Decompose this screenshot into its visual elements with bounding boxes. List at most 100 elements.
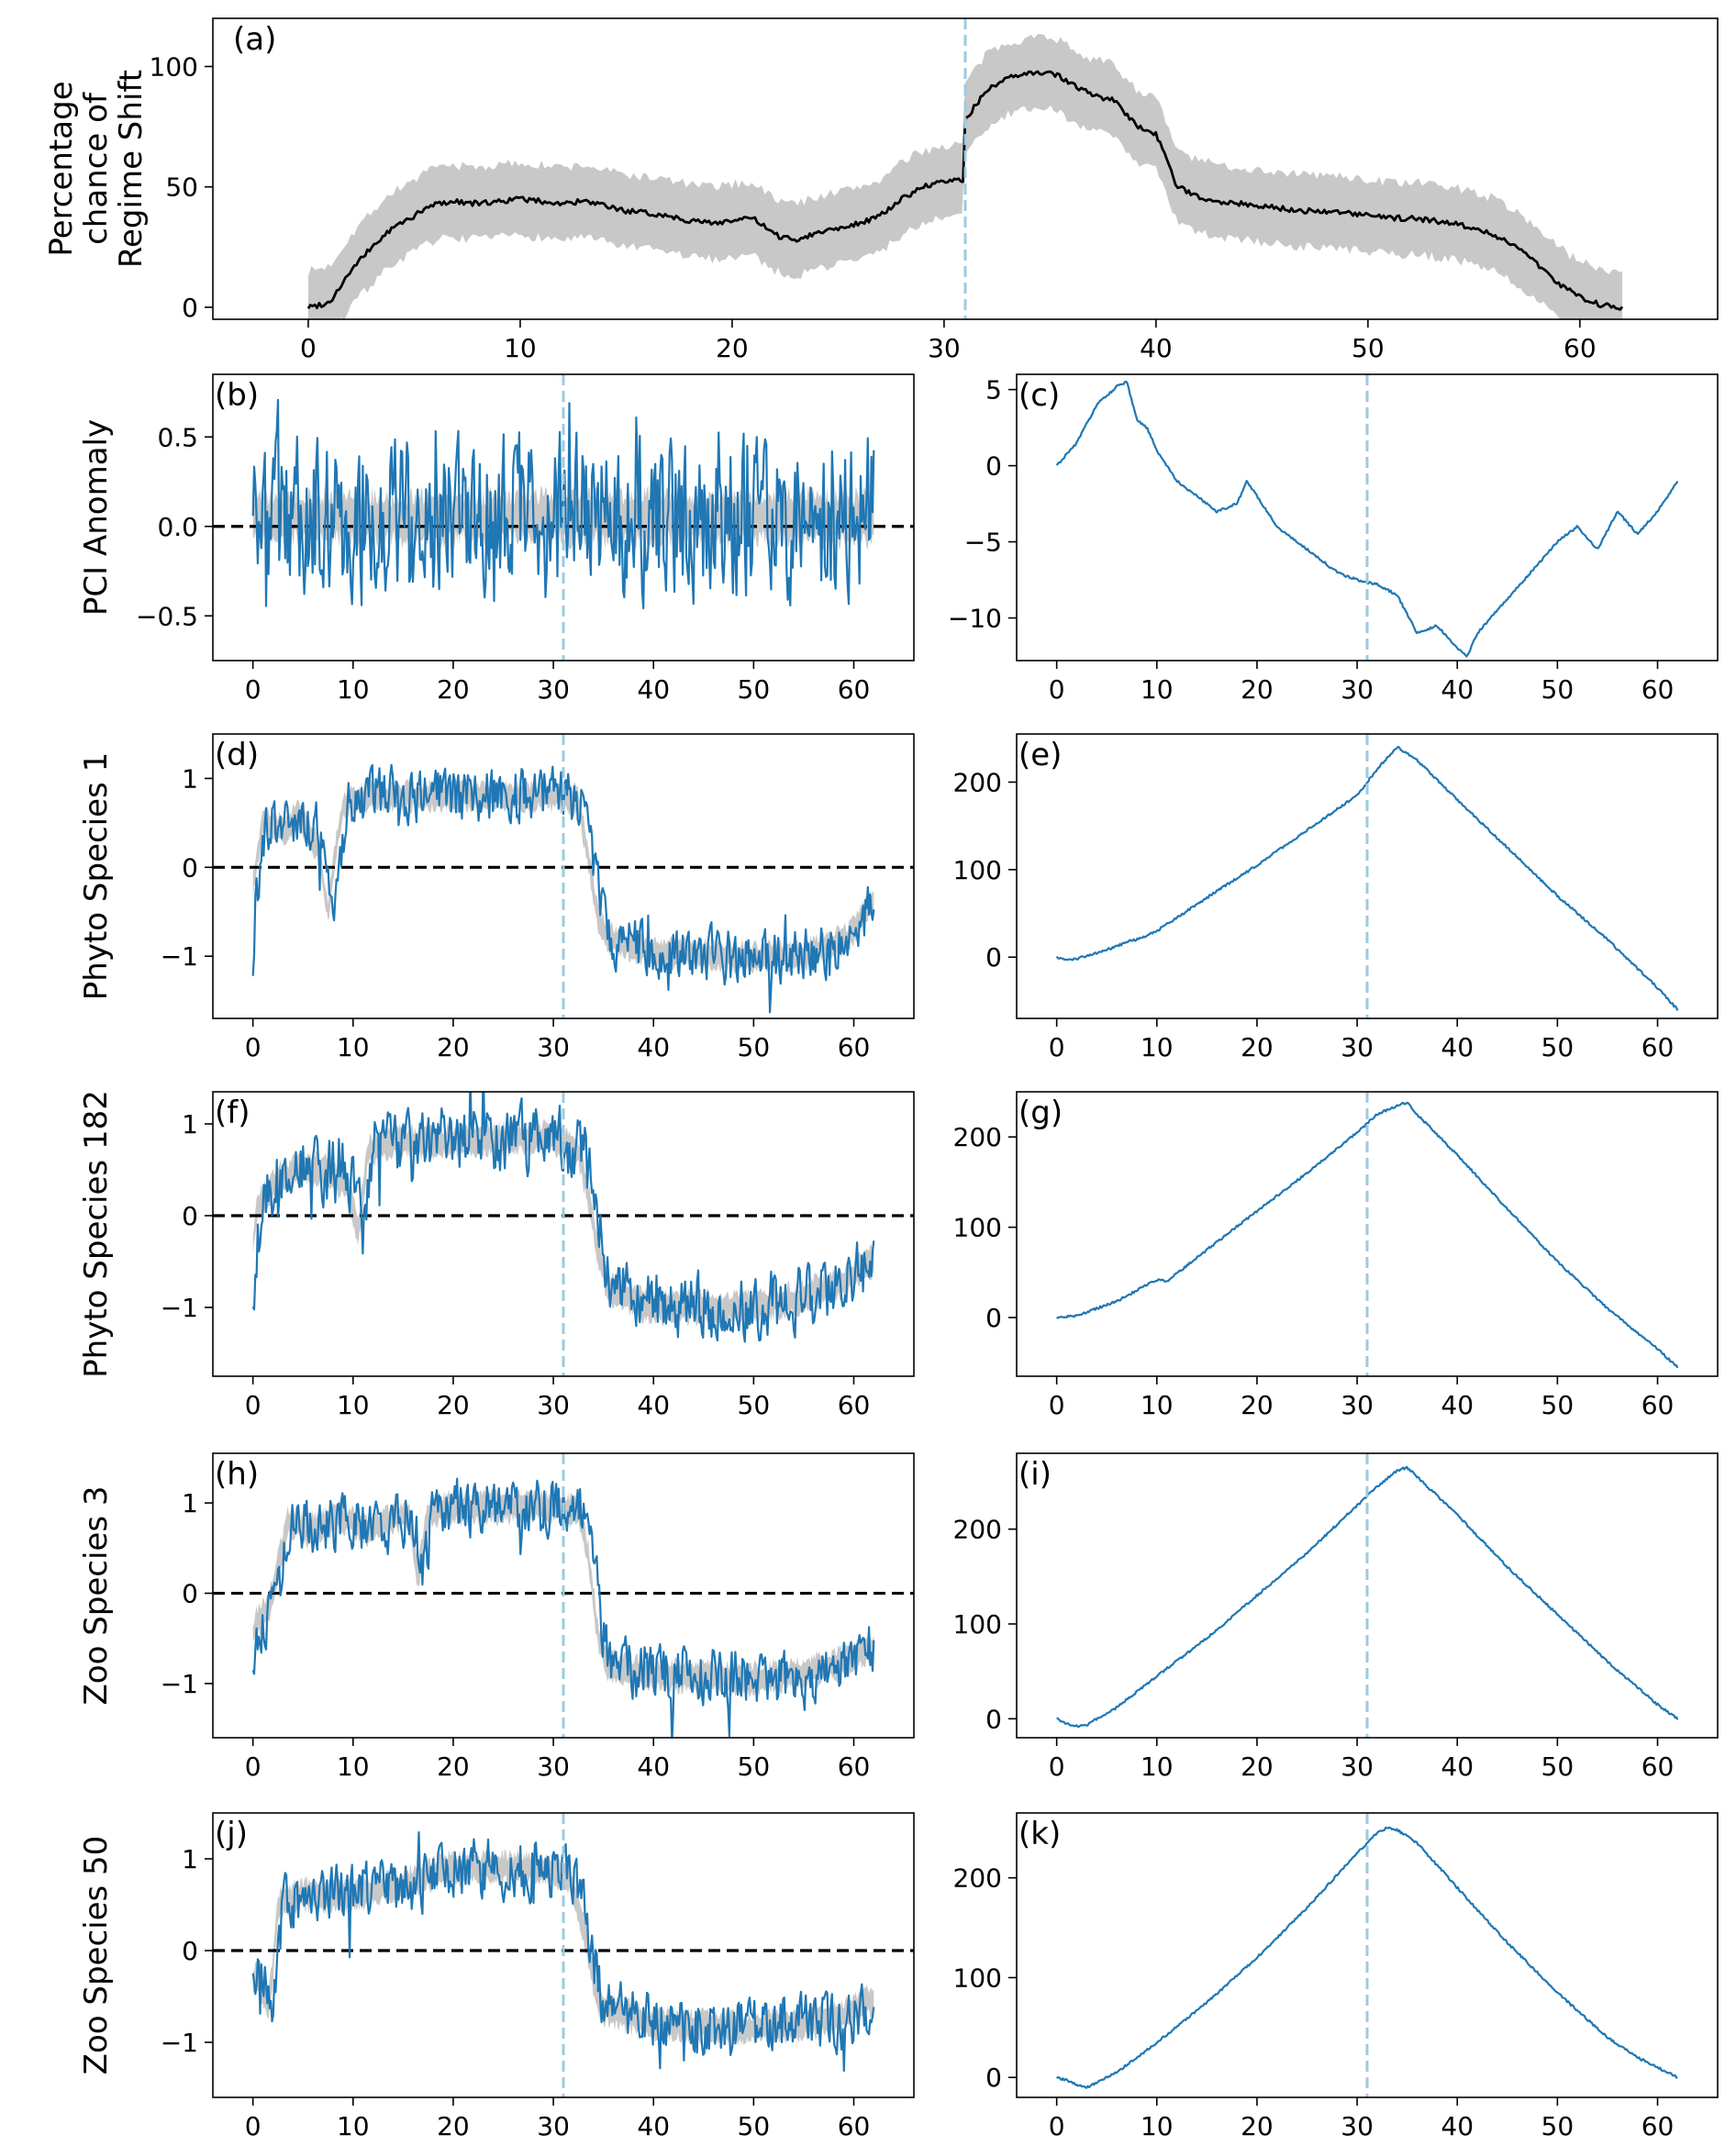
y-tick-label-c: −5: [964, 528, 1002, 558]
y-tick-label-h: 0: [182, 1579, 198, 1609]
x-tick-label-a: 50: [1352, 333, 1385, 363]
panel-label-k: (k): [1018, 1816, 1061, 1852]
x-tick-label-b: 60: [838, 674, 871, 705]
series-line-b: [251, 398, 875, 610]
panel-k: 0 10 20 30 40 50 60 0 100 200 (k): [953, 1812, 1719, 2141]
y-tick-label-j: −1: [161, 2028, 198, 2058]
x-tick-label-a: 10: [504, 333, 537, 363]
y-tick-label-g: 0: [985, 1303, 1002, 1333]
x-tick-label-j: 50: [738, 2111, 771, 2141]
x-tick-label-b: 0: [245, 674, 262, 705]
x-tick-label-d: 20: [437, 1032, 470, 1062]
y-tick-label-f: 1: [182, 1109, 198, 1140]
axes-frame-h: [212, 1452, 915, 1739]
y-tick-label-d: 1: [182, 763, 198, 794]
y-tick-label-j: 1: [182, 1844, 198, 1874]
x-tick-label-c: 30: [1341, 674, 1374, 705]
panel-c: 0 10 20 30 40 50 60 −10 −5 0 5 (c): [948, 373, 1719, 705]
y-tick-label-b: 0.0: [157, 512, 198, 542]
x-tick-label-h: 50: [738, 1751, 771, 1782]
y-tick-label-e: 0: [985, 942, 1002, 973]
x-tick-label-a: 20: [716, 333, 749, 363]
y-tick-label-g: 200: [953, 1122, 1002, 1152]
x-tick-label-d: 30: [537, 1032, 570, 1062]
y-tick-label-b: −0.5: [136, 601, 198, 631]
x-tick-label-j: 0: [245, 2111, 262, 2141]
axes-frame-i: [1016, 1452, 1719, 1739]
plot-area-k: [1055, 1813, 1678, 2097]
x-tick-label-c: 0: [1049, 674, 1065, 705]
x-tick-label-g: 20: [1241, 1390, 1274, 1420]
series-line-k: [1055, 1826, 1678, 2089]
x-tick-label-k: 0: [1049, 2111, 1065, 2141]
x-tick-label-d: 0: [245, 1032, 262, 1062]
panel-label-h: (h): [215, 1456, 259, 1493]
y-tick-label-c: −10: [948, 604, 1002, 634]
x-tick-label-c: 60: [1641, 674, 1675, 705]
x-tick-label-e: 20: [1241, 1032, 1274, 1062]
plot-area-h: [213, 1453, 914, 1738]
panel-f: 0 10 20 30 40 50 60 −1 0 1 (f) Phyto Species 182: [78, 1090, 915, 1420]
x-tick-label-k: 20: [1241, 2111, 1274, 2141]
plot-area-a: [306, 18, 1624, 319]
plot-area-e: [1055, 734, 1679, 1018]
axes-frame-k: [1016, 1812, 1719, 2098]
y-tick-label-e: 100: [953, 855, 1002, 885]
x-tick-label-d: 10: [337, 1032, 370, 1062]
panel-label-i: (i): [1018, 1456, 1052, 1493]
y-tick-label-c: 5: [985, 375, 1002, 406]
y-tick-label-a: 50: [165, 172, 198, 203]
axes-frame-b: [212, 373, 915, 662]
y-tick-label-b: 0.5: [157, 422, 198, 452]
y-axis-label-d: Phyto Species 1: [78, 752, 115, 1000]
x-tick-label-d: 40: [637, 1032, 670, 1062]
y-tick-label-i: 200: [953, 1515, 1002, 1545]
x-tick-label-i: 20: [1241, 1751, 1274, 1782]
x-tick-label-j: 10: [337, 2111, 370, 2141]
x-tick-label-f: 60: [838, 1390, 871, 1420]
panel-label-b: (b): [215, 377, 259, 414]
plot-area-g: [1056, 1092, 1679, 1376]
x-tick-label-j: 30: [537, 2111, 570, 2141]
x-tick-label-f: 50: [738, 1390, 771, 1420]
x-tick-label-i: 60: [1641, 1751, 1675, 1782]
series-line-e: [1055, 745, 1679, 1011]
x-tick-label-f: 40: [637, 1390, 670, 1420]
y-tick-label-a: 100: [150, 51, 198, 82]
y-tick-label-f: −1: [161, 1293, 198, 1323]
y-tick-label-c: 0: [985, 451, 1002, 482]
plot-area-c: [1055, 374, 1679, 661]
y-tick-label-h: −1: [161, 1669, 198, 1699]
plot-area-i: [1056, 1453, 1679, 1738]
x-tick-label-h: 60: [838, 1751, 871, 1782]
x-tick-label-i: 10: [1141, 1751, 1174, 1782]
x-tick-label-g: 30: [1341, 1390, 1374, 1420]
x-tick-label-h: 10: [337, 1751, 370, 1782]
x-tick-label-h: 0: [245, 1751, 262, 1782]
x-tick-label-f: 20: [437, 1390, 470, 1420]
x-tick-label-g: 60: [1641, 1390, 1675, 1420]
y-axis-label-j: Zoo Species 50: [78, 1836, 115, 2075]
y-tick-label-j: 0: [182, 1936, 198, 1966]
x-tick-label-g: 0: [1049, 1390, 1065, 1420]
panel-label-d: (d): [215, 737, 259, 773]
axes-frame-f: [212, 1091, 915, 1377]
x-tick-label-i: 30: [1341, 1751, 1374, 1782]
y-tick-label-h: 1: [182, 1488, 198, 1518]
panel-label-g: (g): [1018, 1095, 1063, 1131]
axes-frame-c: [1016, 373, 1719, 662]
x-tick-label-g: 50: [1541, 1390, 1575, 1420]
x-tick-label-k: 60: [1641, 2111, 1675, 2141]
x-tick-label-i: 50: [1541, 1751, 1575, 1782]
series-line-g: [1056, 1101, 1679, 1369]
y-tick-label-a: 0: [182, 293, 198, 323]
y-axis-label-h: Zoo Species 3: [78, 1486, 115, 1706]
series-line-f: [251, 1092, 875, 1343]
y-tick-label-k: 200: [953, 1863, 1002, 1894]
x-tick-label-j: 60: [838, 2111, 871, 2141]
y-tick-label-i: 100: [953, 1609, 1002, 1640]
x-tick-label-g: 40: [1441, 1390, 1474, 1420]
panel-g: 0 10 20 30 40 50 60 0 100 200 (g): [953, 1091, 1719, 1420]
x-tick-label-h: 40: [637, 1751, 670, 1782]
panel-label-a: (a): [233, 21, 276, 58]
